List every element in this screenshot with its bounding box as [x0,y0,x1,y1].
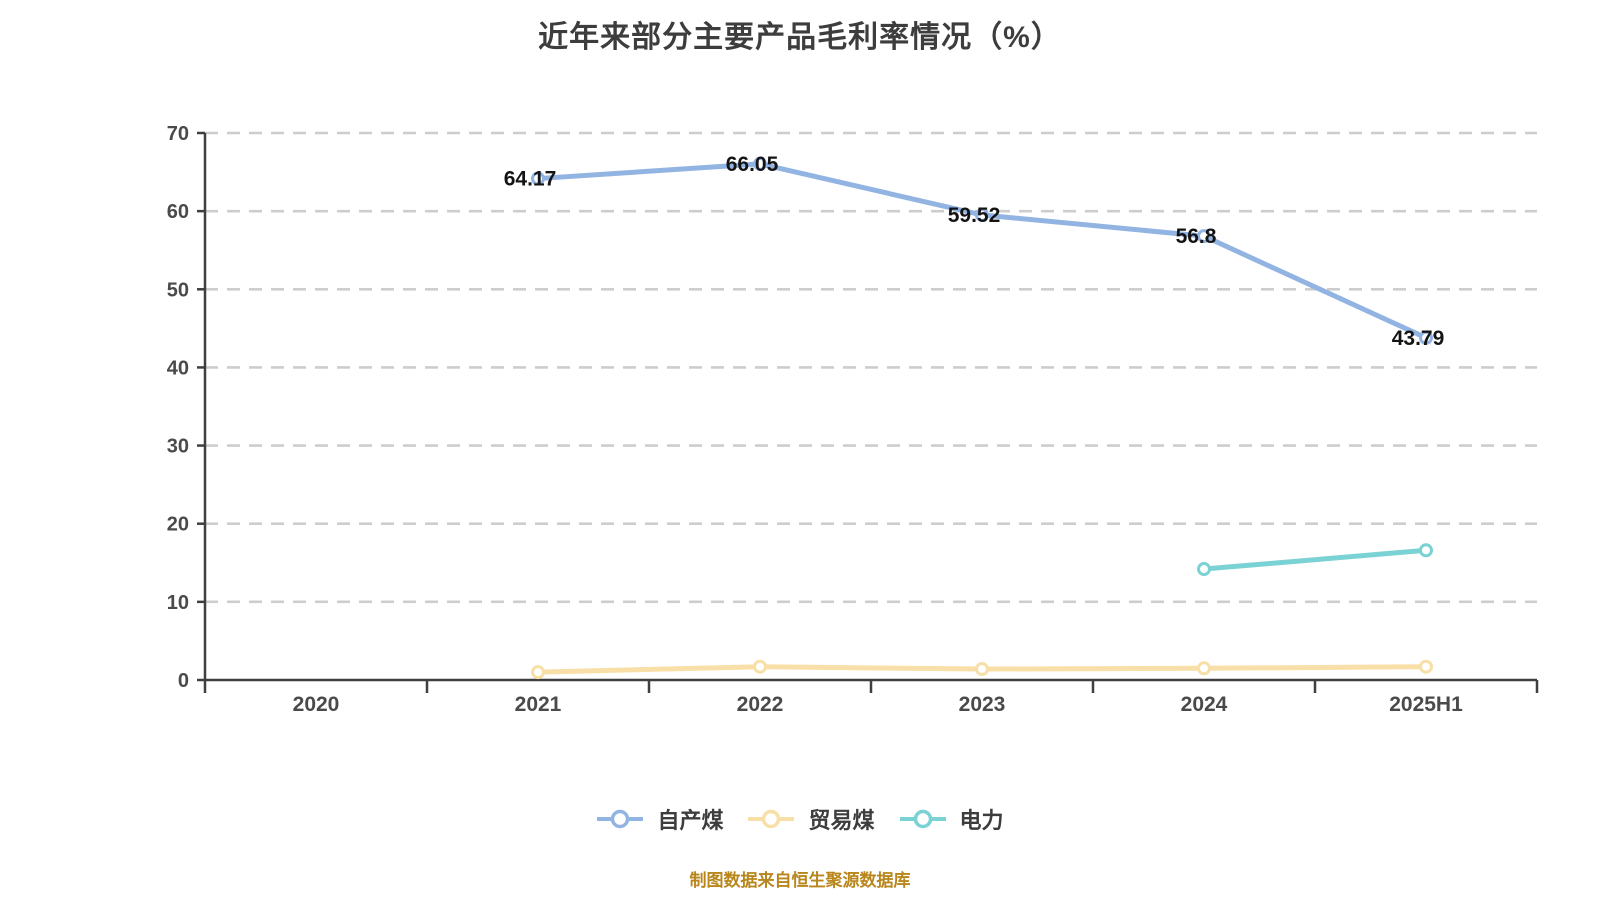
svg-text:30: 30 [167,436,189,458]
line-point-marker-icon [748,809,795,829]
svg-text:2021: 2021 [515,693,562,716]
chart-title: 近年来部分主要产品毛利率情况（%） [538,21,1062,54]
legend-label: 自产煤 [657,808,724,833]
svg-text:20: 20 [167,514,189,536]
legend-item-electricity[interactable]: 电力 [899,803,1004,835]
data-source-note: 制图数据来自恒生聚源数据库 [689,871,911,890]
svg-text:59.52: 59.52 [948,204,1001,227]
line-point-marker-icon [597,809,644,829]
svg-text:70: 70 [167,123,189,145]
legend-item-trade-coal[interactable]: 贸易煤 [747,803,875,835]
svg-text:60: 60 [167,201,189,223]
legend-label: 电力 [959,808,1004,833]
svg-text:40: 40 [167,357,189,379]
svg-text:2024: 2024 [1181,693,1228,716]
line-chart-plot-area: 0 10 20 30 40 50 60 70 2020 2021 2022 2023 2024 2025H… [167,123,1539,716]
svg-text:0: 0 [178,670,189,692]
svg-text:56.8: 56.8 [1176,225,1217,248]
svg-text:64.17: 64.17 [504,168,557,191]
legend-item-self-produced-coal[interactable]: 自产煤 [596,803,723,835]
line-point-marker-icon [899,809,946,829]
legend: 自产煤 贸易煤 电力 [0,803,1600,835]
svg-text:2023: 2023 [959,693,1006,716]
legend-label: 贸易煤 [808,808,875,833]
svg-text:50: 50 [167,279,189,301]
svg-text:66.05: 66.05 [726,153,779,176]
svg-text:2025H1: 2025H1 [1389,693,1463,716]
svg-text:10: 10 [167,592,189,614]
svg-text:43.79: 43.79 [1392,327,1445,350]
svg-text:2020: 2020 [293,693,340,716]
svg-text:2022: 2022 [737,693,784,716]
